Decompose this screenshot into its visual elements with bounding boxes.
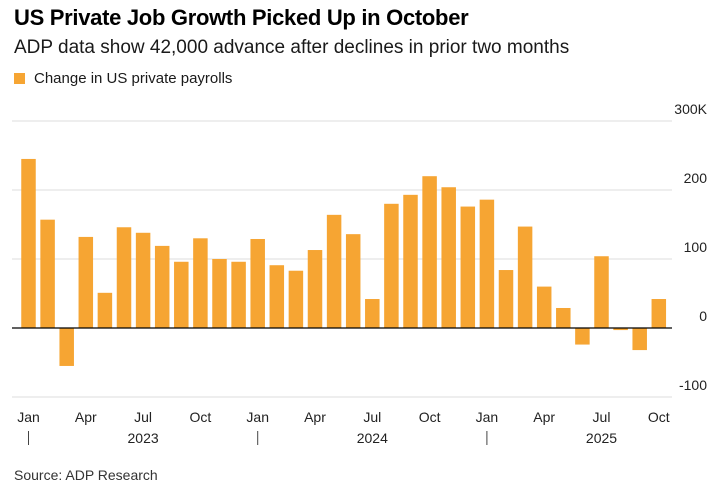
bar (384, 203, 399, 328)
bar (460, 206, 476, 328)
chart-title: US Private Job Growth Picked Up in Octob… (14, 5, 469, 30)
x-tick-label: Jul (593, 409, 611, 425)
x-tick-label: Oct (648, 409, 670, 425)
bar (231, 261, 246, 328)
bar (536, 286, 552, 328)
bar (326, 214, 342, 328)
x-tick-label: Oct (419, 409, 441, 425)
x-tick-label: Apr (304, 409, 326, 425)
bar (174, 261, 189, 328)
bar (441, 187, 456, 328)
legend: Change in US private payrolls (14, 70, 232, 87)
y-tick-label: 100 (684, 239, 708, 255)
x-tick-label: Jul (134, 409, 152, 425)
bar (307, 250, 323, 328)
year-label: 2023 (128, 430, 159, 446)
x-tick-label: Apr (533, 409, 555, 425)
legend-label: Change in US private payrolls (34, 70, 233, 87)
bar (651, 299, 667, 328)
bar (345, 234, 361, 328)
y-tick-label: 0 (699, 308, 707, 324)
bar (498, 270, 514, 328)
bar (212, 259, 227, 328)
bar (517, 226, 533, 328)
bar (594, 256, 609, 328)
x-axis-ticks: Jan Apr Jul Oct Jan Apr Jul Oct Jan Apr Jul Oct 2023… (17, 409, 670, 446)
bar (365, 299, 380, 328)
source-note: Source: ADP Research (14, 467, 158, 483)
bar (116, 227, 132, 328)
bar (21, 158, 36, 328)
x-tick-label: Oct (190, 409, 212, 425)
x-tick-label: Jan (476, 409, 499, 425)
bar (632, 328, 647, 351)
chart-subtitle: ADP data show 42,000 advance after decli… (14, 37, 570, 58)
legend-swatch (14, 73, 25, 84)
bars (21, 158, 667, 366)
bar (422, 176, 437, 328)
year-label: 2024 (357, 430, 388, 446)
bar (403, 194, 418, 328)
bar (613, 328, 628, 331)
bar (154, 245, 170, 328)
bar (288, 270, 304, 328)
bar (78, 236, 94, 328)
x-tick-label: Jan (246, 409, 269, 425)
bar (479, 199, 495, 328)
bar (556, 307, 571, 328)
bar (135, 232, 151, 328)
bar (250, 238, 265, 328)
bar-chart: 300K 200 100 0 -100 Jan Apr Jul Oct Jan Apr Jul Oct… (12, 101, 708, 446)
bar (40, 219, 55, 328)
bar (59, 328, 74, 366)
year-label: 2025 (586, 430, 617, 446)
x-tick-label: Jul (363, 409, 381, 425)
y-tick-label: 200 (684, 170, 708, 186)
bar (97, 292, 113, 328)
bar (269, 265, 285, 328)
bar (575, 328, 590, 345)
bar (193, 238, 208, 328)
y-tick-label: -100 (679, 377, 707, 393)
x-tick-label: Jan (17, 409, 40, 425)
y-tick-label: 300K (674, 101, 707, 117)
x-tick-label: Apr (75, 409, 97, 425)
gridlines (12, 120, 672, 398)
y-axis-ticks: 300K 200 100 0 -100 (674, 101, 707, 393)
